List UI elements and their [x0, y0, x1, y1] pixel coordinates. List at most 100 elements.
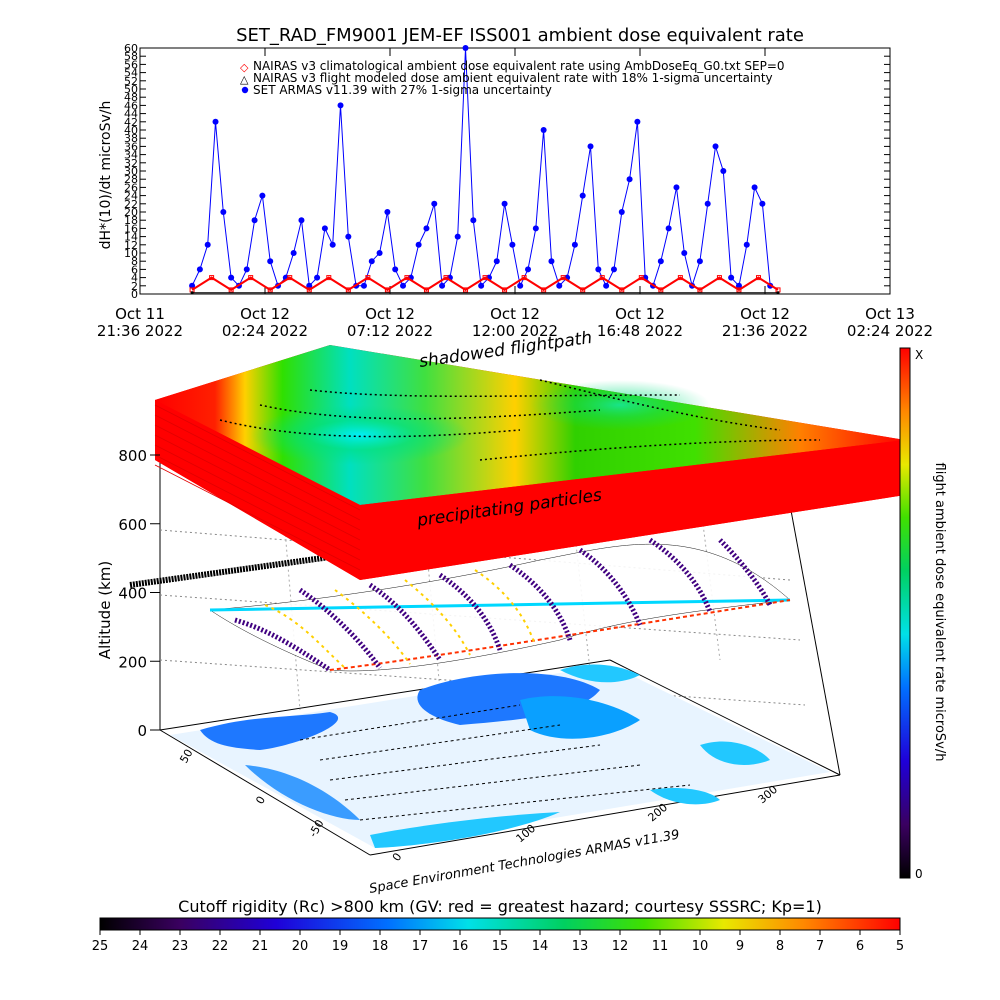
legend-entry-flight-modeled: NAIRAS v3 flight modeled dose ambient eq… [253, 71, 773, 85]
y-tick-label: 8 [131, 255, 138, 268]
rigidity-tick-label: 8 [776, 939, 784, 954]
rigidity-tick-label: 14 [532, 939, 549, 954]
lat-tick-label: -50 [306, 817, 326, 839]
armas-data-point [657, 258, 664, 265]
nairas-flight-point [580, 287, 586, 293]
armas-data-point [681, 250, 688, 256]
x-tick-label-time: 02:24 2022 [222, 322, 308, 340]
armas-data-point [345, 233, 352, 240]
y-tick-label: 60 [124, 42, 138, 55]
armas-data-point [423, 225, 430, 232]
armas-data-point [626, 176, 633, 183]
alt-tick-label: 800 [118, 447, 147, 465]
armas-data-point [306, 282, 313, 289]
rigidity-tick-label: 12 [612, 939, 629, 954]
x-tick-label-date: Oct 12 [615, 305, 665, 323]
armas-data-point [540, 127, 547, 133]
nairas-flight-point [658, 287, 664, 293]
nairas-flight-point [560, 275, 566, 281]
y-tick-label: 32 [124, 157, 138, 170]
rigidity-tick-label: 9 [736, 939, 744, 954]
armas-data-point [509, 241, 516, 248]
armas-data-point [478, 282, 485, 289]
armas-data-point [501, 200, 508, 207]
x-tick-label-time: 02:24 2022 [847, 322, 933, 340]
armas-data-point [556, 282, 563, 289]
rigidity-tick-label: 13 [572, 939, 589, 954]
rigidity-tick-label: 16 [452, 939, 469, 954]
nairas-flight-point [228, 287, 234, 293]
armas-data-point [470, 217, 477, 224]
armas-data-point [548, 258, 555, 265]
rigidity-tick-label: 18 [372, 939, 389, 954]
y-tick-label: 14 [124, 231, 138, 244]
legend-marker-climatological: ◇ [240, 61, 249, 74]
armas-data-point [243, 266, 250, 273]
nairas-flight-point [287, 275, 293, 281]
armas-data-point [212, 118, 219, 125]
y-tick-label: 6 [131, 263, 138, 276]
nairas-flight-point [209, 275, 215, 281]
armas-data-point [712, 143, 719, 150]
armas-data-point [493, 258, 500, 265]
armas-data-point [517, 282, 524, 289]
y-tick-label: 2 [131, 280, 138, 293]
y-tick-label: 30 [124, 165, 138, 178]
dose-colorbar-min: 0 [915, 867, 923, 881]
rigidity-bar-title: Cutoff rigidity (Rc) >800 km (GV: red = … [178, 897, 822, 916]
y-tick-label: 12 [124, 239, 138, 252]
armas-data-point [321, 225, 328, 232]
alt-tick-label: 0 [137, 722, 147, 740]
lon-tick-label: 300 [756, 783, 780, 806]
y-tick-label: 16 [124, 222, 138, 235]
dose-colorbar: X 0 flight ambient dose equivalent rate … [899, 347, 947, 881]
dose-colorbar-gradient [899, 347, 911, 879]
armas-data-point [673, 184, 680, 191]
armas-data-point [728, 274, 735, 281]
nairas-flight-point [384, 287, 390, 293]
x-tick-label-date: Oct 12 [365, 305, 415, 323]
armas-data-point [204, 241, 211, 248]
armas-data-point [329, 241, 336, 248]
lon-tick-label: 0 [390, 851, 405, 864]
y-tick-label: 54 [124, 67, 138, 80]
armas-data-point [704, 200, 711, 207]
armas-data-point [196, 266, 203, 273]
rigidity-colorbar: Cutoff rigidity (Rc) >800 km (GV: red = … [92, 897, 904, 954]
rigidity-tick-label: 5 [896, 939, 904, 954]
nairas-flight-point [736, 287, 742, 293]
nairas-clim-point [190, 291, 194, 295]
legend-marker-flight-modeled: △ [240, 73, 249, 86]
armas-data-point [368, 258, 375, 265]
rigidity-bar-gradient [99, 917, 901, 931]
nairas-flight-point [716, 275, 722, 281]
y-tick-label: 24 [124, 190, 138, 203]
y-tick-label: 48 [124, 91, 138, 104]
legend-entry-climatological: NAIRAS v3 climatological ambient dose eq… [253, 59, 785, 73]
armas-data-point [251, 217, 258, 224]
y-tick-label: 56 [124, 58, 138, 71]
lat-tick-label: 50 [177, 747, 195, 766]
nairas-flight-point [365, 275, 371, 281]
rigidity-tick-label: 10 [692, 939, 709, 954]
y-tick-label: 46 [124, 99, 138, 112]
rigidity-tick-label: 19 [332, 939, 349, 954]
lat-tick-label: 0 [253, 794, 268, 807]
armas-data-point [392, 266, 399, 273]
nairas-flight-point [521, 275, 527, 281]
armas-data-point [587, 143, 594, 150]
armas-data-point [376, 250, 383, 256]
y-tick-label: 22 [124, 198, 138, 211]
y-tick-label: 40 [124, 124, 138, 137]
armas-data-point [298, 217, 305, 224]
nairas-flight-point [697, 287, 703, 293]
armas-data-point [720, 168, 727, 174]
nairas-flight-point [326, 275, 332, 281]
y-tick-label: 4 [131, 272, 138, 285]
rigidity-tick-label: 20 [292, 939, 309, 954]
dose-colorbar-label: flight ambient dose equivalent rate micr… [932, 463, 947, 762]
y-tick-label: 28 [124, 173, 138, 186]
armas-data-point [571, 241, 578, 248]
nairas-flight-point [463, 287, 469, 293]
